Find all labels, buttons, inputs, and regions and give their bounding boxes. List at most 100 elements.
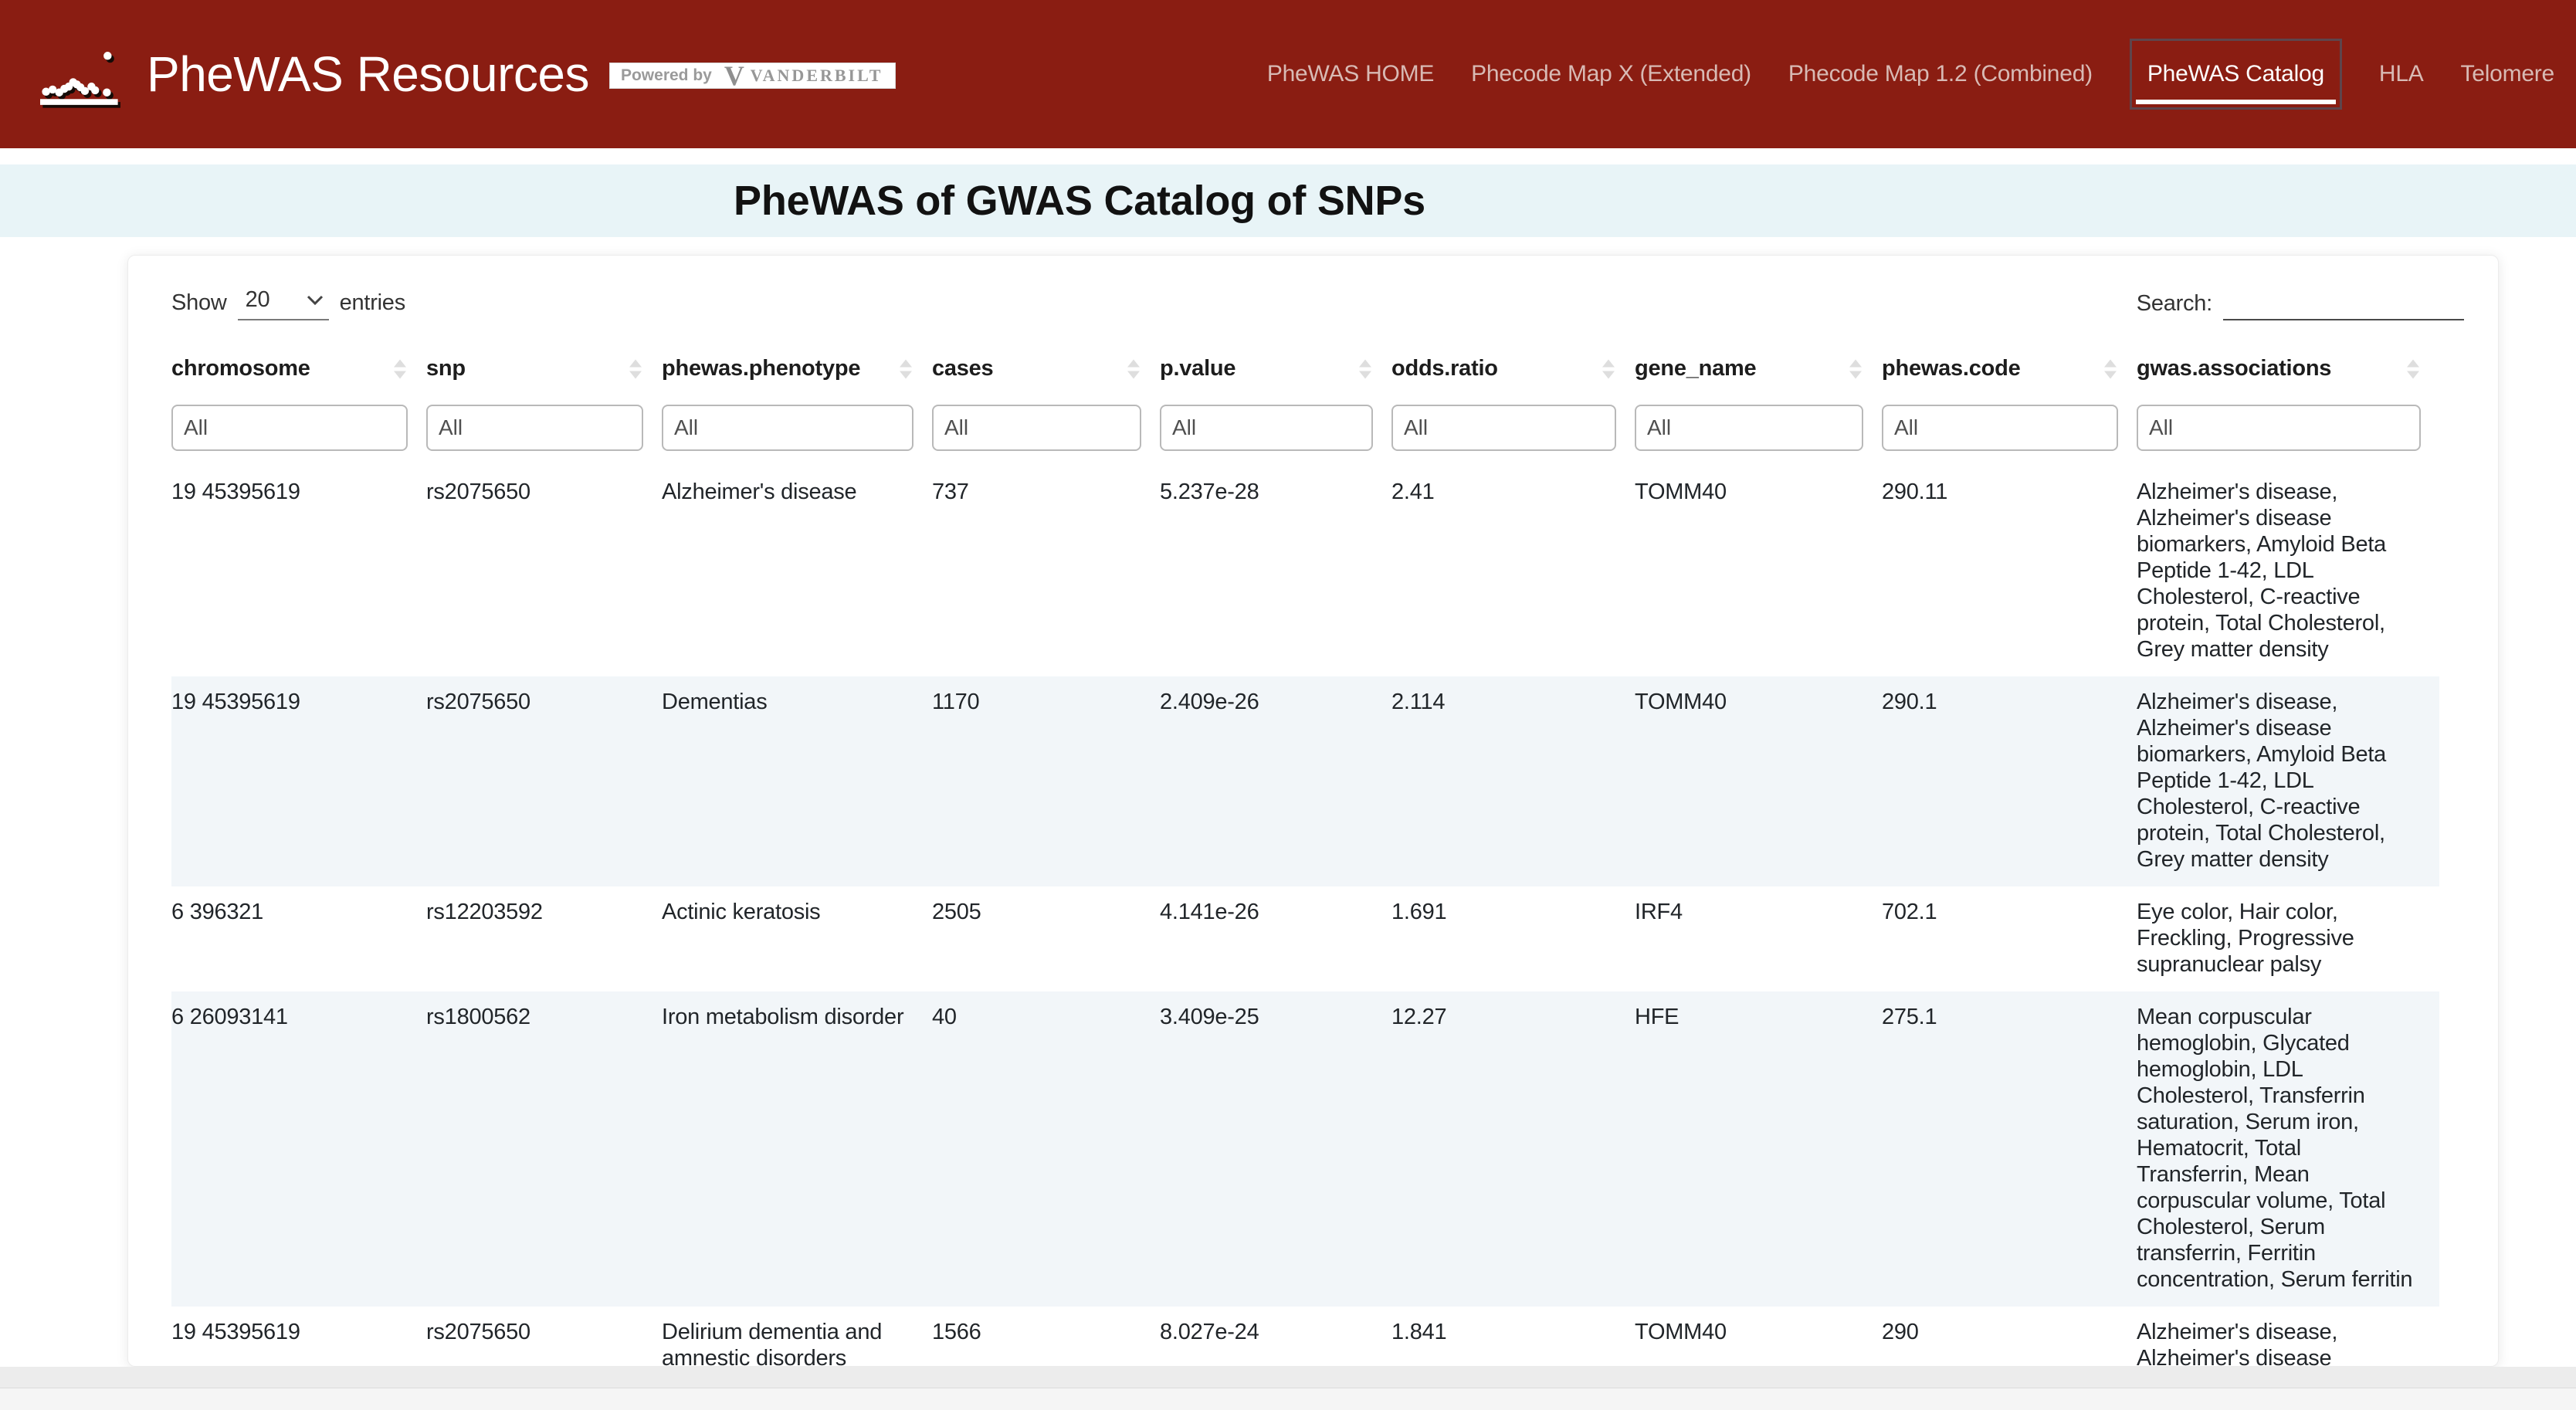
cell-odds-ratio: 2.41 bbox=[1391, 480, 1435, 504]
cell-phewas-code: 702.1 bbox=[1882, 900, 1937, 924]
column-header-cases[interactable]: cases bbox=[932, 339, 1160, 398]
filter-input-p-value[interactable] bbox=[1160, 405, 1373, 451]
cell-phewas-code: 290.11 bbox=[1882, 480, 1948, 504]
search-input[interactable] bbox=[2223, 286, 2464, 320]
search-label: Search: bbox=[2136, 290, 2213, 316]
cell-phewas-phenotype: Iron metabolism disorder bbox=[662, 1005, 904, 1029]
cell-gwas-associations: Alzheimer's disease, Alzheimer's disease… bbox=[2137, 480, 2387, 662]
filter-input-snp[interactable] bbox=[426, 405, 643, 451]
table-controls: Show 20 entries Search: bbox=[171, 277, 2464, 320]
cell-phewas-code: 290 bbox=[1882, 1320, 1919, 1344]
column-header-snp[interactable]: snp bbox=[426, 339, 662, 398]
column-header-chromosome[interactable]: chromosome bbox=[171, 339, 426, 398]
cell-phewas-code: 290.1 bbox=[1882, 690, 1937, 714]
nav-phecode-map-1-2-combined[interactable]: Phecode Map 1.2 (Combined) bbox=[1788, 61, 2093, 86]
cell-snp: rs12203592 bbox=[426, 900, 543, 924]
cell-gwas-associations: Alzheimer's disease, Alzheimer's disease… bbox=[2137, 690, 2387, 872]
column-label: phewas.code bbox=[1882, 356, 2021, 381]
filter-input-phewas-phenotype[interactable] bbox=[662, 405, 913, 451]
manhattan-plot-logo-icon bbox=[40, 52, 120, 108]
page-length-select[interactable]: 20 bbox=[237, 286, 329, 320]
column-label: snp bbox=[426, 356, 466, 381]
main-nav: PheWAS HOME Phecode Map X (Extended) Pheco… bbox=[1230, 0, 2554, 148]
column-header-phewas-phenotype[interactable]: phewas.phenotype bbox=[662, 339, 932, 398]
cell-cases: 40 bbox=[932, 1005, 957, 1029]
cell-snp: rs1800562 bbox=[426, 1005, 530, 1029]
cell-chromosome: 6 26093141 bbox=[171, 1005, 288, 1029]
cell-gene-name: HFE bbox=[1635, 1005, 1679, 1029]
footer-band-top bbox=[0, 1367, 2576, 1388]
page-length-value: 20 bbox=[245, 287, 270, 312]
cell-chromosome: 19 45395619 bbox=[171, 1320, 300, 1344]
chevron-down-icon bbox=[307, 295, 323, 306]
cell-gwas-associations: Mean corpuscular hemoglobin, Glycated he… bbox=[2137, 1005, 2413, 1292]
column-label: cases bbox=[932, 356, 994, 381]
cell-odds-ratio: 2.114 bbox=[1391, 690, 1446, 714]
brand-group: PheWAS Resources Powered by V VANDERBILT bbox=[40, 36, 897, 113]
cell-p-value: 2.409e-26 bbox=[1160, 690, 1259, 714]
cell-gene-name: TOMM40 bbox=[1635, 690, 1727, 714]
powered-by-badge[interactable]: Powered by V VANDERBILT bbox=[608, 60, 897, 91]
column-header-p-value[interactable]: p.value bbox=[1160, 339, 1391, 398]
powered-by-label: Powered by bbox=[620, 66, 712, 84]
column-label: odds.ratio bbox=[1391, 356, 1498, 381]
filter-input-gene-name[interactable] bbox=[1635, 405, 1863, 451]
page-title-banner: PheWAS of GWAS Catalog of SNPs bbox=[0, 164, 2576, 237]
cell-p-value: 8.027e-24 bbox=[1160, 1320, 1259, 1344]
table-header-row: chromosome snp phewas.phenotype cases p.valu… bbox=[171, 339, 2439, 398]
snp-data-table: chromosome snp phewas.phenotype cases p.valu… bbox=[171, 339, 2439, 1367]
sort-up-down-icon bbox=[1602, 359, 1615, 378]
cell-cases: 737 bbox=[932, 480, 969, 504]
sort-up-down-icon bbox=[900, 359, 912, 378]
cell-cases: 2505 bbox=[932, 900, 981, 924]
filter-input-cases[interactable] bbox=[932, 405, 1141, 451]
vanderbilt-v-icon: V bbox=[724, 60, 744, 91]
cell-phewas-phenotype: Dementias bbox=[662, 690, 768, 714]
cell-gwas-associations: Alzheimer's disease, Alzheimer's disease… bbox=[2137, 1320, 2338, 1367]
nav-telomere[interactable]: Telomere bbox=[2460, 61, 2555, 86]
site-title: PheWAS Resources bbox=[147, 46, 589, 102]
cell-odds-ratio: 12.27 bbox=[1391, 1005, 1447, 1029]
table-filter-row bbox=[171, 398, 2439, 466]
cell-snp: rs2075650 bbox=[426, 690, 530, 714]
cell-phewas-phenotype: Delirium dementia and amnestic disorders bbox=[662, 1320, 883, 1367]
table-row: 6 26093141 rs1800562 Iron metabolism disor… bbox=[171, 991, 2439, 1307]
search-control: Search: bbox=[2137, 286, 2464, 320]
column-label: gene_name bbox=[1635, 356, 1757, 381]
nav-phecode-map-x-extended[interactable]: Phecode Map X (Extended) bbox=[1471, 61, 1751, 86]
cell-gene-name: TOMM40 bbox=[1635, 1320, 1727, 1344]
cell-p-value: 5.237e-28 bbox=[1160, 480, 1259, 504]
column-header-gene-name[interactable]: gene_name bbox=[1635, 339, 1882, 398]
cell-odds-ratio: 1.841 bbox=[1391, 1320, 1447, 1344]
entries-label: entries bbox=[339, 290, 406, 315]
cell-snp: rs2075650 bbox=[426, 480, 530, 504]
filter-input-phewas-code[interactable] bbox=[1882, 405, 2118, 451]
cell-gwas-associations: Eye color, Hair color, Freckling, Progre… bbox=[2137, 900, 2354, 977]
show-label: Show bbox=[171, 290, 227, 315]
sort-up-down-icon bbox=[1359, 359, 1371, 378]
sort-up-down-icon bbox=[2104, 359, 2117, 378]
cell-cases: 1566 bbox=[932, 1320, 981, 1344]
vanderbilt-label: VANDERBILT bbox=[750, 66, 883, 85]
sort-up-down-icon bbox=[1849, 359, 1862, 378]
nav-phewas-home[interactable]: PheWAS HOME bbox=[1266, 61, 1435, 86]
footer-band-bottom bbox=[0, 1388, 2576, 1410]
column-header-phewas-code[interactable]: phewas.code bbox=[1882, 339, 2137, 398]
filter-input-chromosome[interactable] bbox=[171, 405, 408, 451]
table-row: 19 45395619 rs2075650 Dementias 1170 2.409e-… bbox=[171, 676, 2439, 886]
cell-cases: 1170 bbox=[932, 690, 980, 714]
sort-up-down-icon bbox=[1127, 359, 1140, 378]
column-header-odds-ratio[interactable]: odds.ratio bbox=[1391, 339, 1635, 398]
filter-input-odds-ratio[interactable] bbox=[1391, 405, 1616, 451]
cell-chromosome: 6 396321 bbox=[171, 900, 264, 924]
page-title: PheWAS of GWAS Catalog of SNPs bbox=[734, 178, 1425, 224]
column-header-gwas-associations[interactable]: gwas.associations bbox=[2137, 339, 2439, 398]
cell-chromosome: 19 45395619 bbox=[171, 690, 300, 714]
column-label: gwas.associations bbox=[2137, 356, 2332, 381]
nav-hla[interactable]: HLA bbox=[2378, 61, 2424, 86]
filter-input-gwas-associations[interactable] bbox=[2137, 405, 2421, 451]
nav-phewas-catalog[interactable]: PheWAS Catalog bbox=[2129, 39, 2342, 110]
cell-snp: rs2075650 bbox=[426, 1320, 530, 1344]
cell-phewas-code: 275.1 bbox=[1882, 1005, 1937, 1029]
sort-up-down-icon bbox=[394, 359, 406, 378]
